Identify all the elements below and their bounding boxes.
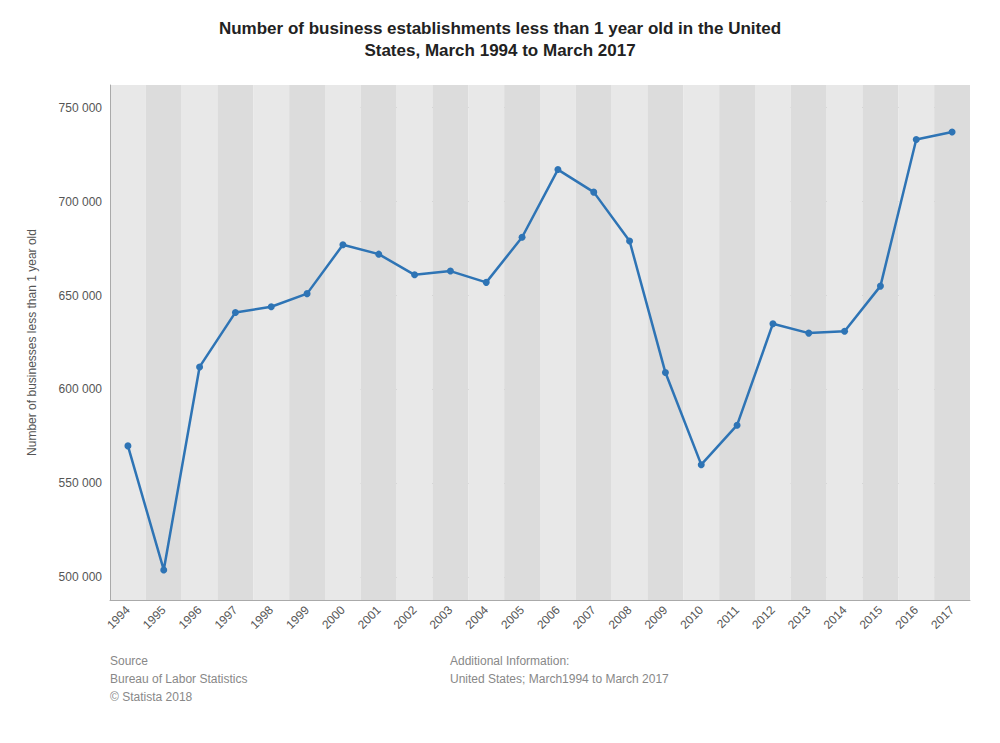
svg-text:650 000: 650 000: [59, 289, 103, 303]
svg-text:600 000: 600 000: [59, 382, 103, 396]
svg-text:2014: 2014: [821, 603, 850, 632]
svg-text:2003: 2003: [427, 603, 456, 632]
svg-text:2008: 2008: [606, 603, 635, 632]
svg-text:2004: 2004: [462, 603, 491, 632]
svg-text:United States; March1994 to Ma: United States; March1994 to March 2017: [450, 672, 669, 686]
svg-text:1995: 1995: [140, 603, 169, 632]
svg-text:2010: 2010: [677, 603, 706, 632]
svg-text:2015: 2015: [857, 603, 886, 632]
svg-text:2000: 2000: [319, 603, 348, 632]
svg-text:Additional Information:: Additional Information:: [450, 654, 569, 668]
svg-text:1997: 1997: [212, 603, 241, 632]
svg-text:2009: 2009: [642, 603, 671, 632]
svg-text:1996: 1996: [176, 603, 205, 632]
svg-text:2007: 2007: [570, 603, 599, 632]
svg-text:Source: Source: [110, 654, 148, 668]
svg-text:2011: 2011: [714, 603, 742, 631]
svg-text:2005: 2005: [498, 603, 527, 632]
svg-text:1994: 1994: [104, 603, 133, 632]
svg-text:2012: 2012: [749, 603, 778, 632]
svg-text:© Statista 2018: © Statista 2018: [110, 690, 193, 704]
svg-text:500 000: 500 000: [59, 570, 103, 584]
svg-text:2013: 2013: [785, 603, 814, 632]
svg-text:2002: 2002: [391, 603, 420, 632]
svg-text:700 000: 700 000: [59, 195, 103, 209]
svg-text:1998: 1998: [247, 603, 276, 632]
svg-text:1999: 1999: [283, 603, 312, 632]
svg-text:2017: 2017: [928, 603, 957, 632]
svg-text:2006: 2006: [534, 603, 563, 632]
svg-text:States, March 1994 to March 20: States, March 1994 to March 2017: [364, 41, 635, 60]
svg-text:2001: 2001: [355, 603, 384, 632]
svg-text:550 000: 550 000: [59, 476, 103, 490]
svg-text:Number of business establishme: Number of business establishments less t…: [219, 19, 781, 38]
svg-text:2016: 2016: [892, 603, 921, 632]
svg-text:750 000: 750 000: [59, 101, 103, 115]
svg-text:Number of businesses less than: Number of businesses less than 1 year ol…: [25, 229, 39, 456]
svg-text:Bureau of Labor Statistics: Bureau of Labor Statistics: [110, 672, 247, 686]
